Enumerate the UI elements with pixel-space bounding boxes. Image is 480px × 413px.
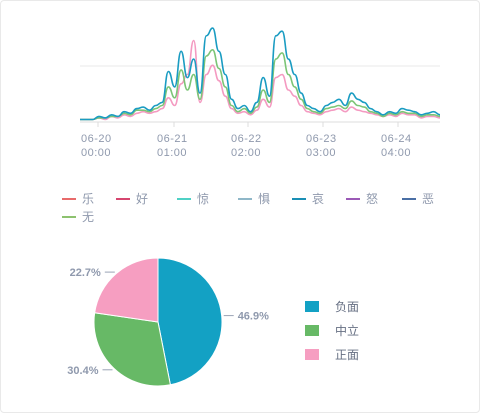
legend-swatch [238,197,252,200]
pie-legend-swatch [305,301,319,312]
pie-legend-swatch [305,325,319,336]
x-tick-label: 06-21 01:00 [157,133,188,159]
legend-item[interactable]: 惧 [238,190,270,207]
legend-item[interactable]: 惊 [177,190,209,207]
pie-slice[interactable] [94,257,159,323]
pie-legend-label: 负面 [335,300,360,314]
pie-legend-swatch [305,349,319,360]
legend-item[interactable]: 乐 [62,190,94,207]
legend-swatch [62,197,76,200]
pie-legend-item[interactable]: 负面 [305,298,359,315]
legend-swatch [62,215,76,218]
pie-percent-label: 46.9% [238,311,269,323]
x-tick-label: 06-20 00:00 [81,133,112,159]
legend-swatch [116,197,130,200]
pie-legend-label: 中立 [335,324,360,338]
legend-swatch [346,197,360,200]
legend-item[interactable]: 好 [116,190,148,207]
legend-label: 乐 [82,192,95,206]
legend-label: 好 [136,192,149,206]
legend-swatch [177,197,191,200]
series-line [80,48,441,121]
legend-item[interactable]: 怒 [346,190,378,207]
legend-label: 怒 [366,192,379,206]
legend-item[interactable]: 无 [62,208,94,225]
legend-label: 无 [82,210,95,224]
legend-label: 惧 [258,192,271,206]
x-tick-label: 06-24 04:00 [381,133,412,159]
pie-percent-label: 22.7% [70,267,101,279]
x-tick-label: 06-22 02:00 [231,133,262,159]
pie-legend-label: 正面 [335,348,360,362]
legend-label: 惊 [197,192,210,206]
legend-item[interactable]: 哀 [292,190,324,207]
pie-slice[interactable] [93,312,171,387]
legend-label: 恶 [422,192,435,206]
legend-swatch [292,197,306,200]
pie-percent-label: 30.4% [67,365,98,377]
pie-chart: 46.9% 30.4% 22.7% [67,257,269,387]
pie-legend-item[interactable]: 中立 [305,322,359,339]
line-chart [80,27,441,127]
pie-slice[interactable] [157,257,223,386]
series-line [80,27,441,121]
pie-legend-item[interactable]: 正面 [305,346,359,363]
legend-swatch [402,197,416,200]
series-line [80,39,441,121]
legend-item[interactable]: 恶 [402,190,434,207]
x-tick-label: 06-23 03:00 [306,133,337,159]
legend-label: 哀 [312,192,325,206]
